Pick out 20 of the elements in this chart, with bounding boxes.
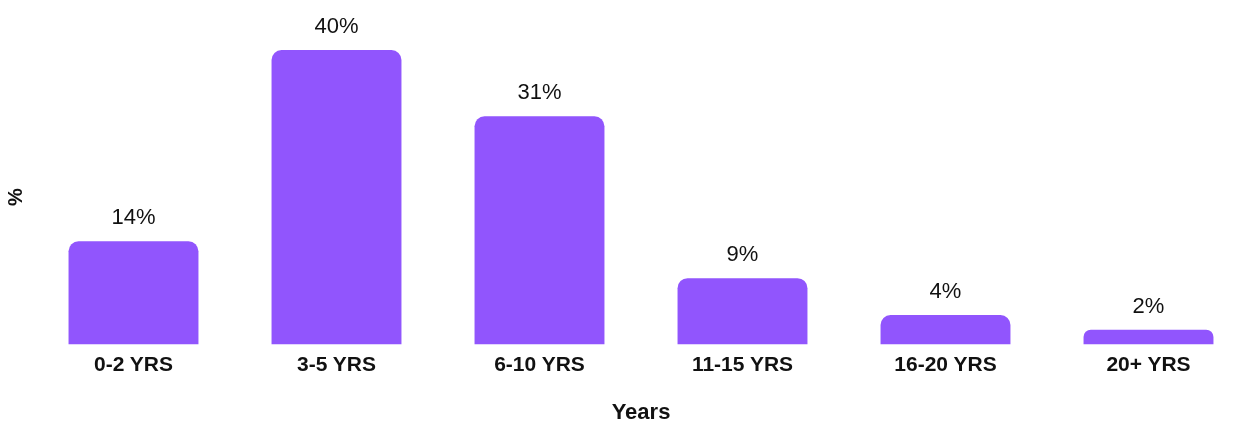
bar <box>68 241 199 345</box>
data-label: 14% <box>111 204 156 230</box>
data-label: 4% <box>929 278 962 304</box>
x-tick-label: 20+ YRS <box>1106 351 1191 375</box>
bar <box>677 278 808 345</box>
x-tick-label: 0-2 YRS <box>94 351 173 375</box>
bar <box>1083 329 1214 345</box>
bar <box>271 50 402 345</box>
bar <box>880 314 1011 345</box>
data-label: 9% <box>726 241 759 267</box>
x-tick-label: 16-20 YRS <box>894 351 997 375</box>
x-tick-label: 6-10 YRS <box>494 351 585 375</box>
data-label: 2% <box>1132 292 1165 318</box>
y-axis-title: % <box>3 188 26 207</box>
data-label: 40% <box>314 13 359 39</box>
x-tick-label: 3-5 YRS <box>297 351 376 375</box>
bar <box>474 116 605 345</box>
data-label: 31% <box>517 79 562 105</box>
x-axis-title: Years <box>611 398 671 424</box>
x-tick-label: 11-15 YRS <box>691 351 794 375</box>
